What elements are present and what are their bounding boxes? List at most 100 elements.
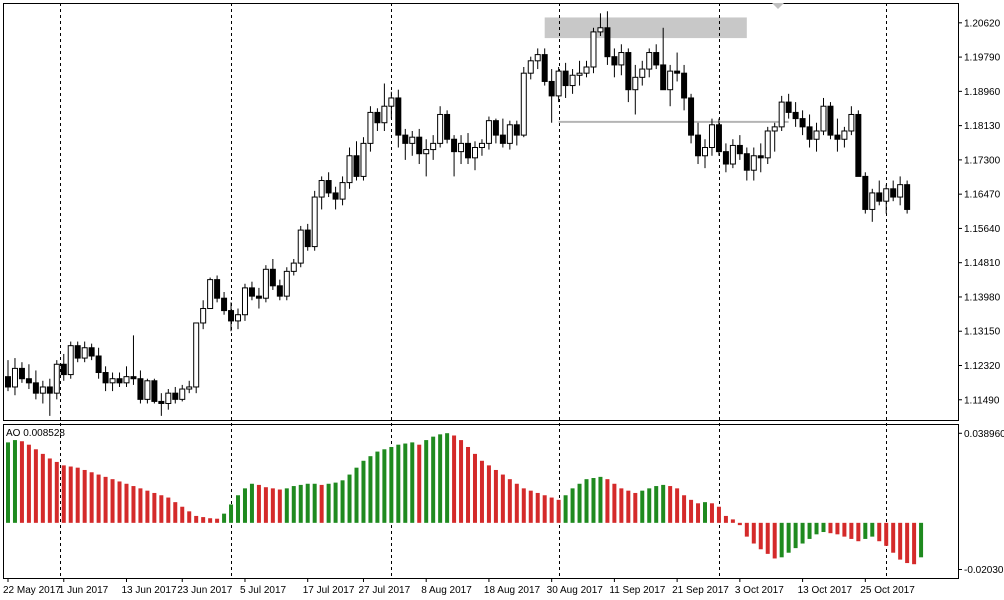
candle-body-down [743, 153, 750, 171]
candle [841, 126, 848, 148]
candle [221, 292, 228, 315]
candle [506, 120, 513, 150]
candle-body-up [869, 192, 876, 210]
candle-body-up [381, 105, 388, 124]
ao-bar [619, 488, 624, 523]
ao-bar [319, 484, 324, 523]
candle [102, 366, 109, 392]
ao-bar [152, 492, 157, 523]
ao-bar [556, 499, 561, 523]
candle-body-up [729, 144, 736, 165]
ao-bar [96, 474, 101, 523]
candle-body-up [883, 188, 890, 202]
candle [367, 106, 374, 152]
candle-body-up [639, 68, 646, 78]
ao-bar [410, 442, 415, 523]
candle [318, 176, 325, 210]
candle-body-down [95, 355, 102, 374]
candle [848, 106, 855, 136]
ao-bar [521, 488, 526, 523]
ao-bar [19, 441, 24, 523]
shift-marker-triangle [772, 3, 784, 9]
candlestick-series [5, 11, 911, 416]
candle [81, 341, 88, 363]
candle-body-down [695, 134, 702, 157]
shift-marker-icon[interactable] [772, 3, 784, 9]
candle [123, 366, 130, 387]
candle [46, 378, 53, 416]
ao-bar [236, 495, 241, 523]
candle-body-down [214, 279, 221, 299]
candle [409, 130, 416, 156]
ao-bar [208, 518, 213, 523]
candle [792, 102, 799, 127]
ao-bar [730, 519, 735, 523]
candle-body-down [402, 134, 409, 144]
candle-body-up [764, 130, 771, 159]
ao-bar [591, 478, 596, 523]
ao-bar [570, 488, 575, 523]
candle [339, 176, 346, 206]
candle-body-up [897, 184, 904, 198]
time-tick-label: 27 Jul 2017 [358, 585, 410, 596]
ao-bar [633, 492, 638, 523]
candle [25, 364, 32, 390]
ao-bar [305, 483, 310, 523]
price-tick-label: 1.15640 [964, 224, 1001, 235]
candle [269, 258, 276, 290]
candle [813, 122, 820, 152]
ao-bar [33, 449, 38, 523]
candle [883, 184, 890, 214]
candle-body-down [116, 378, 123, 384]
ao-bar [598, 476, 603, 523]
candle [18, 362, 25, 383]
candle [569, 69, 576, 94]
candle [855, 110, 862, 177]
time-tick-label: 21 Sep 2017 [672, 585, 729, 596]
chart-frame [3, 3, 959, 579]
candle [653, 44, 660, 70]
ao-bar [814, 522, 819, 535]
candle-body-up [109, 378, 116, 384]
candle [681, 64, 688, 111]
ao-bar [89, 472, 94, 523]
ao-bar [417, 444, 422, 523]
candle [430, 135, 437, 160]
candle [590, 27, 597, 74]
candle [618, 44, 625, 76]
candle-body-down [562, 70, 569, 87]
ao-tick-label: 0.038960 [964, 429, 1004, 440]
ao-bar [535, 492, 540, 523]
candle [374, 108, 381, 131]
candle [39, 380, 46, 404]
candle-body-up [702, 147, 708, 157]
candle-body-down [25, 378, 32, 384]
ao-bar [912, 522, 917, 565]
candle-body-down [32, 382, 39, 394]
ao-bar [6, 442, 10, 523]
ao-bar [131, 486, 136, 523]
candle [702, 139, 708, 169]
ao-bar [786, 522, 791, 553]
candle-body-down [151, 380, 158, 402]
candle-body-up [39, 386, 46, 394]
candle [806, 114, 813, 148]
candle-body-up [11, 367, 18, 388]
candle-body-up [576, 72, 583, 76]
candle-body-down [18, 367, 25, 380]
candle [172, 386, 179, 404]
candle [708, 118, 715, 156]
candle [499, 118, 506, 148]
candle-body-up [771, 126, 778, 132]
candle-body-up [597, 27, 604, 33]
candle-body-down [499, 134, 506, 144]
resistance-zone [544, 17, 747, 39]
candle-body-up [555, 70, 562, 97]
ao-bar [145, 490, 150, 523]
candle-body-up [471, 147, 478, 159]
ao-bar [459, 440, 464, 523]
candle-body-up [485, 120, 492, 144]
